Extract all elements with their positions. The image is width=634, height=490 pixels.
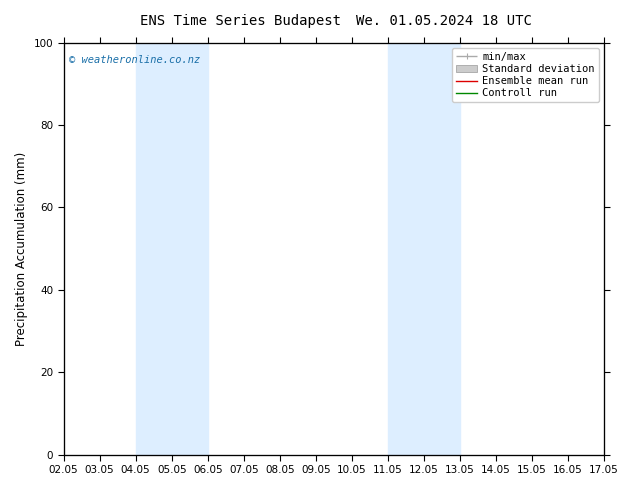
Y-axis label: Precipitation Accumulation (mm): Precipitation Accumulation (mm) [15, 151, 28, 346]
Bar [136, 43, 208, 455]
Bar [388, 43, 460, 455]
Text: ENS Time Series Budapest: ENS Time Series Budapest [140, 14, 342, 28]
Text: We. 01.05.2024 18 UTC: We. 01.05.2024 18 UTC [356, 14, 532, 28]
Legend: min/max, Standard deviation, Ensemble mean run, Controll run: min/max, Standard deviation, Ensemble me… [452, 48, 599, 102]
Text: © weatheronline.co.nz: © weatheronline.co.nz [69, 55, 200, 65]
